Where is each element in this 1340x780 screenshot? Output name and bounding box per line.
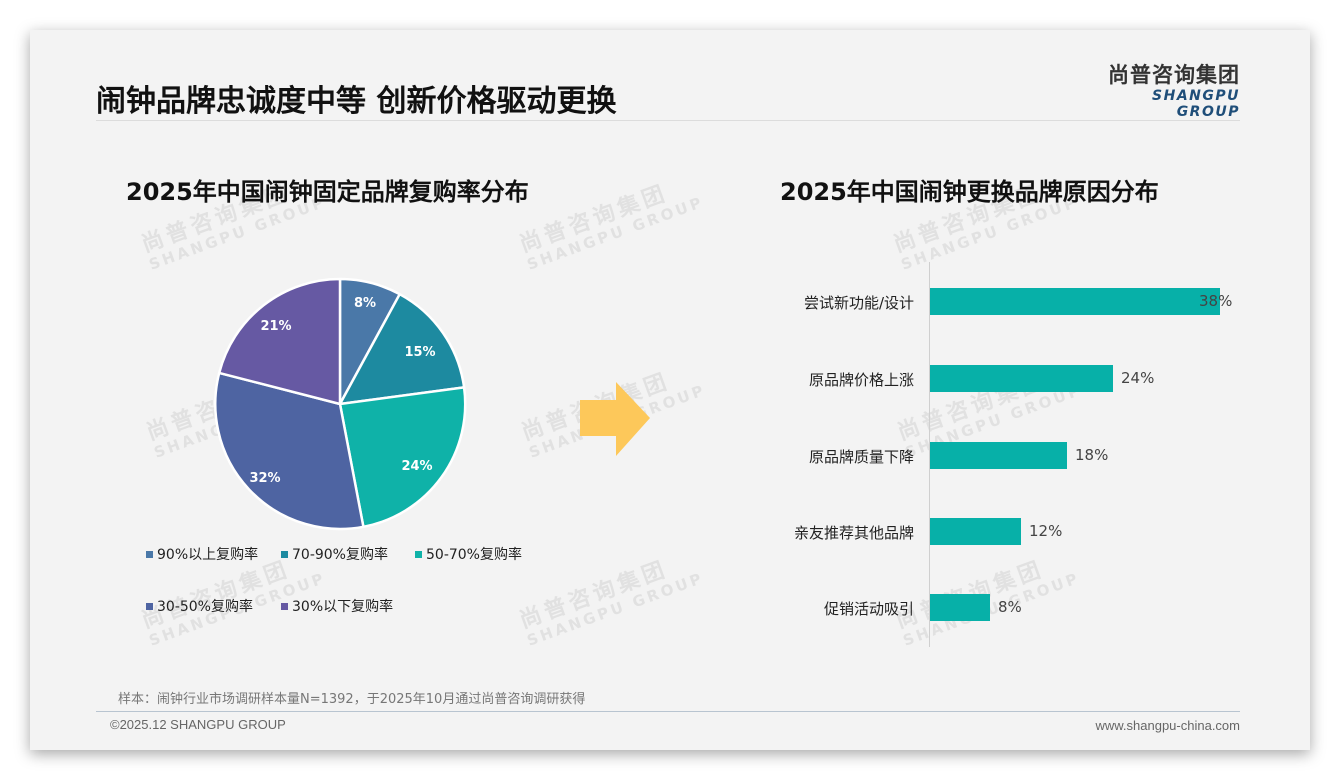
bar-label: 原品牌质量下降	[808, 448, 914, 466]
legend-item: 50-70%复购率	[415, 544, 522, 564]
bar	[930, 365, 1113, 392]
bar	[930, 594, 990, 621]
bar-value: 18%	[1075, 446, 1109, 464]
slide: 闹钟品牌忠诚度中等 创新价格驱动更换 尚普咨询集团 SHANGPU GROUP …	[30, 30, 1310, 750]
bar-value: 12%	[1029, 522, 1063, 540]
bar-row: 尝试新功能/设计 38%	[770, 288, 1290, 315]
title-divider	[96, 120, 1240, 121]
legend-item: 90%以上复购率	[146, 544, 258, 564]
legend-item: 30-50%复购率	[146, 596, 253, 616]
pie-slice-below-30	[217, 277, 342, 406]
legend-label: 30-50%复购率	[157, 599, 253, 615]
legend-swatch	[281, 602, 288, 610]
slice-label: 24%	[401, 459, 432, 474]
bar-row: 亲友推荐其他品牌 12%	[770, 518, 1290, 545]
bar-row: 促销活动吸引 8%	[770, 594, 1290, 621]
bar-label: 促销活动吸引	[823, 600, 914, 618]
pie-slice-70-90	[338, 292, 466, 406]
page-title: 闹钟品牌忠诚度中等 创新价格驱动更换	[96, 84, 617, 119]
legend-swatch	[146, 602, 153, 610]
slice-label: 21%	[260, 319, 291, 334]
right-chart-title: 2025年中国闹钟更换品牌原因分布	[780, 178, 1159, 206]
slice-label: 15%	[404, 345, 435, 360]
arrow-right-icon	[580, 382, 650, 456]
left-chart-title: 2025年中国闹钟固定品牌复购率分布	[126, 178, 529, 206]
logo-cn: 尚普咨询集团	[1108, 63, 1240, 87]
bar-row: 原品牌质量下降 18%	[770, 442, 1290, 469]
legend-label: 90%以上复购率	[157, 547, 259, 563]
legend-item: 30%以下复购率	[281, 596, 393, 616]
legend-swatch	[415, 550, 422, 558]
bar	[930, 442, 1067, 469]
legend-swatch	[146, 550, 153, 558]
sample-note: 样本：闹钟行业市场调研样本量N=1392，于2025年10月通过尚普咨询调研获得	[118, 692, 586, 707]
copyright: ©2025.12 SHANGPU GROUP	[110, 717, 286, 732]
legend-item: 70-90%复购率	[281, 544, 388, 564]
website-link[interactable]: www.shangpu-china.com	[1095, 718, 1240, 733]
company-logo: 尚普咨询集团 SHANGPU GROUP	[1088, 62, 1240, 120]
legend-label: 30%以下复购率	[292, 599, 394, 615]
pie-slice-30-50	[214, 371, 365, 531]
bar-value: 24%	[1121, 369, 1155, 387]
bar-chart: 尝试新功能/设计 38% 原品牌价格上涨 24% 原品牌质量下降 18% 亲友推…	[770, 262, 1290, 652]
bar-label: 尝试新功能/设计	[803, 294, 914, 312]
bar	[930, 288, 1220, 315]
bar-row: 原品牌价格上涨 24%	[770, 365, 1290, 392]
legend-label: 70-90%复购率	[292, 547, 388, 563]
legend-label: 50-70%复购率	[426, 547, 522, 563]
bar-label: 亲友推荐其他品牌	[793, 524, 914, 542]
slice-label: 32%	[249, 471, 280, 486]
pie-chart: 8% 15% 24% 32% 21%	[214, 277, 467, 531]
bar	[930, 518, 1021, 545]
slice-label: 8%	[354, 296, 376, 311]
pie-slice-50-70	[338, 386, 467, 529]
footer-divider	[96, 711, 1240, 712]
legend-swatch	[281, 550, 288, 558]
y-axis	[929, 262, 930, 647]
bar-label: 原品牌价格上涨	[808, 371, 914, 389]
logo-en: SHANGPU GROUP	[1152, 88, 1240, 120]
bar-value: 8%	[998, 598, 1022, 616]
bar-value: 38%	[1199, 292, 1233, 310]
